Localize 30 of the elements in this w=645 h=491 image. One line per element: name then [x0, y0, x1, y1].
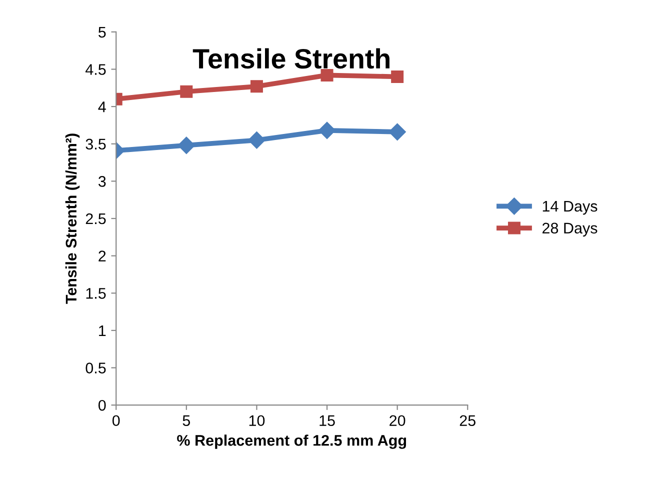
legend-label: 28 Days	[542, 222, 598, 237]
y-tick-label: 4	[98, 102, 106, 112]
x-tick-label: 15	[320, 415, 335, 426]
x-tick-label: 0	[112, 415, 120, 426]
y-tick-label: 1.5	[86, 288, 106, 299]
y-tick-label: 1	[99, 325, 106, 336]
legend-label: 14 Days	[542, 200, 598, 215]
y-tick-label: 3	[98, 176, 106, 187]
chart-title: Tensile Strenth	[192, 48, 390, 69]
x-tick-label: 5	[182, 415, 190, 426]
x-tick-label: 20	[390, 415, 406, 426]
x-tick-label: 25	[460, 415, 476, 426]
x-axis-title: % Replacement of 12.5 mm Agg	[177, 434, 406, 449]
y-tick-label: 0.5	[86, 362, 106, 374]
x-tick-label: 10	[249, 415, 265, 426]
point	[318, 122, 336, 139]
y-tick-label: 3.5	[86, 138, 106, 150]
y-tick-label: 0	[98, 400, 106, 411]
point	[391, 70, 404, 83]
point	[320, 68, 334, 82]
y-tick-label: 2	[98, 250, 106, 262]
y-axis-title: Tensile Strenth (N/mm²)	[65, 134, 80, 304]
point	[178, 136, 195, 154]
y-tick-label: 4.5	[85, 64, 106, 75]
point	[180, 85, 193, 98]
point	[248, 132, 266, 149]
point	[388, 123, 406, 140]
point	[250, 80, 263, 93]
y-tick-label: 5	[98, 26, 106, 38]
y-tick-label: 2.5	[86, 213, 106, 224]
